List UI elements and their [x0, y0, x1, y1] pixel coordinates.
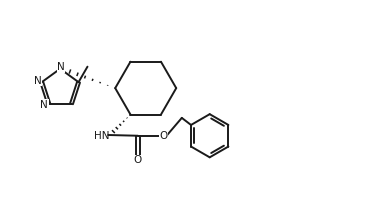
- Text: O: O: [134, 155, 142, 165]
- Text: O: O: [159, 131, 168, 141]
- Text: N: N: [40, 99, 48, 110]
- Text: N: N: [57, 62, 65, 72]
- Text: N: N: [34, 76, 42, 86]
- Text: HN: HN: [94, 131, 110, 141]
